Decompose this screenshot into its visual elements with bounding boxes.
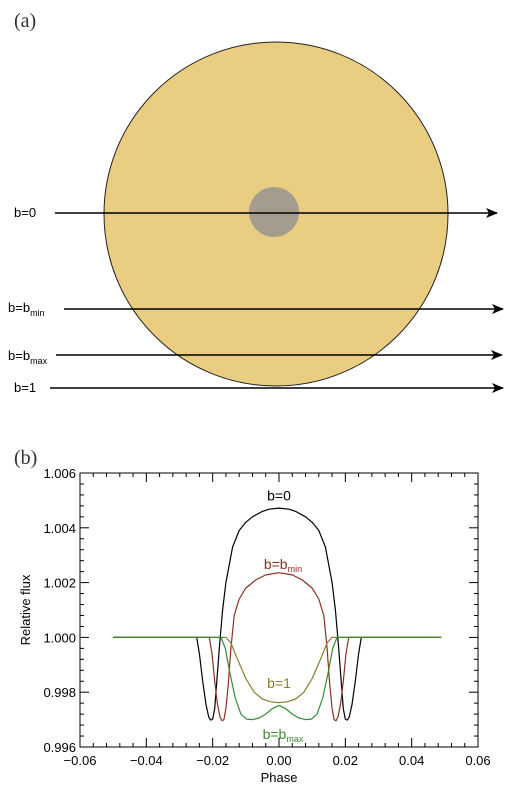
y-tick-label: 1.006: [43, 466, 76, 481]
transit-line-b0: b=0: [14, 205, 498, 220]
transit-line-b1: b=1: [14, 380, 504, 395]
curve-labels: b=0 b=bmin b=1 b=bmax: [263, 487, 304, 743]
x-tick-label: 0.02: [333, 753, 358, 768]
x-tick-label: −0.06: [64, 753, 97, 768]
x-tick-label: 0.06: [465, 753, 490, 768]
y-axis-title: Relative flux: [18, 574, 33, 645]
transit-label-bmin: b=bmin: [8, 300, 45, 318]
y-tick-labels: 0.996 0.998 1.000 1.002 1.004 1.006: [43, 466, 76, 755]
axis-ticks: [79, 472, 479, 748]
y-tick-label: 0.998: [43, 685, 76, 700]
transit-label-b1: b=1: [14, 380, 36, 395]
x-axis-title: Phase: [261, 770, 298, 785]
y-tick-label: 1.004: [43, 521, 76, 536]
y-tick-label: 1.002: [43, 576, 76, 591]
series-line-0: [113, 507, 442, 721]
series-label-2: b=1: [267, 675, 291, 691]
panel-a-label: (a): [14, 10, 36, 32]
series-line-2: [113, 636, 442, 704]
transit-label-bmax: b=bmax: [8, 348, 48, 366]
transit-label-b0: b=0: [14, 205, 36, 220]
series-line-3: [113, 636, 442, 721]
x-tick-label: −0.04: [130, 753, 163, 768]
x-tick-label: 0.00: [266, 753, 291, 768]
transit-line-bmin: b=bmin: [8, 300, 504, 318]
planet-disk: [249, 187, 299, 237]
series-line-1: [113, 572, 442, 722]
series-label-1: b=bmin: [264, 556, 302, 574]
x-tick-label: −0.02: [196, 753, 229, 768]
x-tick-label: 0.04: [399, 753, 424, 768]
series-label-3: b=bmax: [263, 726, 304, 744]
series-label-0: b=0: [267, 487, 291, 503]
light-curves: [113, 507, 442, 722]
y-tick-label: 1.000: [43, 630, 76, 645]
x-tick-labels: −0.06 −0.04 −0.02 0.00 0.02 0.04 0.06: [64, 753, 491, 768]
transit-line-bmax: b=bmax: [8, 348, 503, 366]
y-tick-label: 0.996: [43, 740, 76, 755]
panel-b-label: (b): [14, 447, 37, 469]
